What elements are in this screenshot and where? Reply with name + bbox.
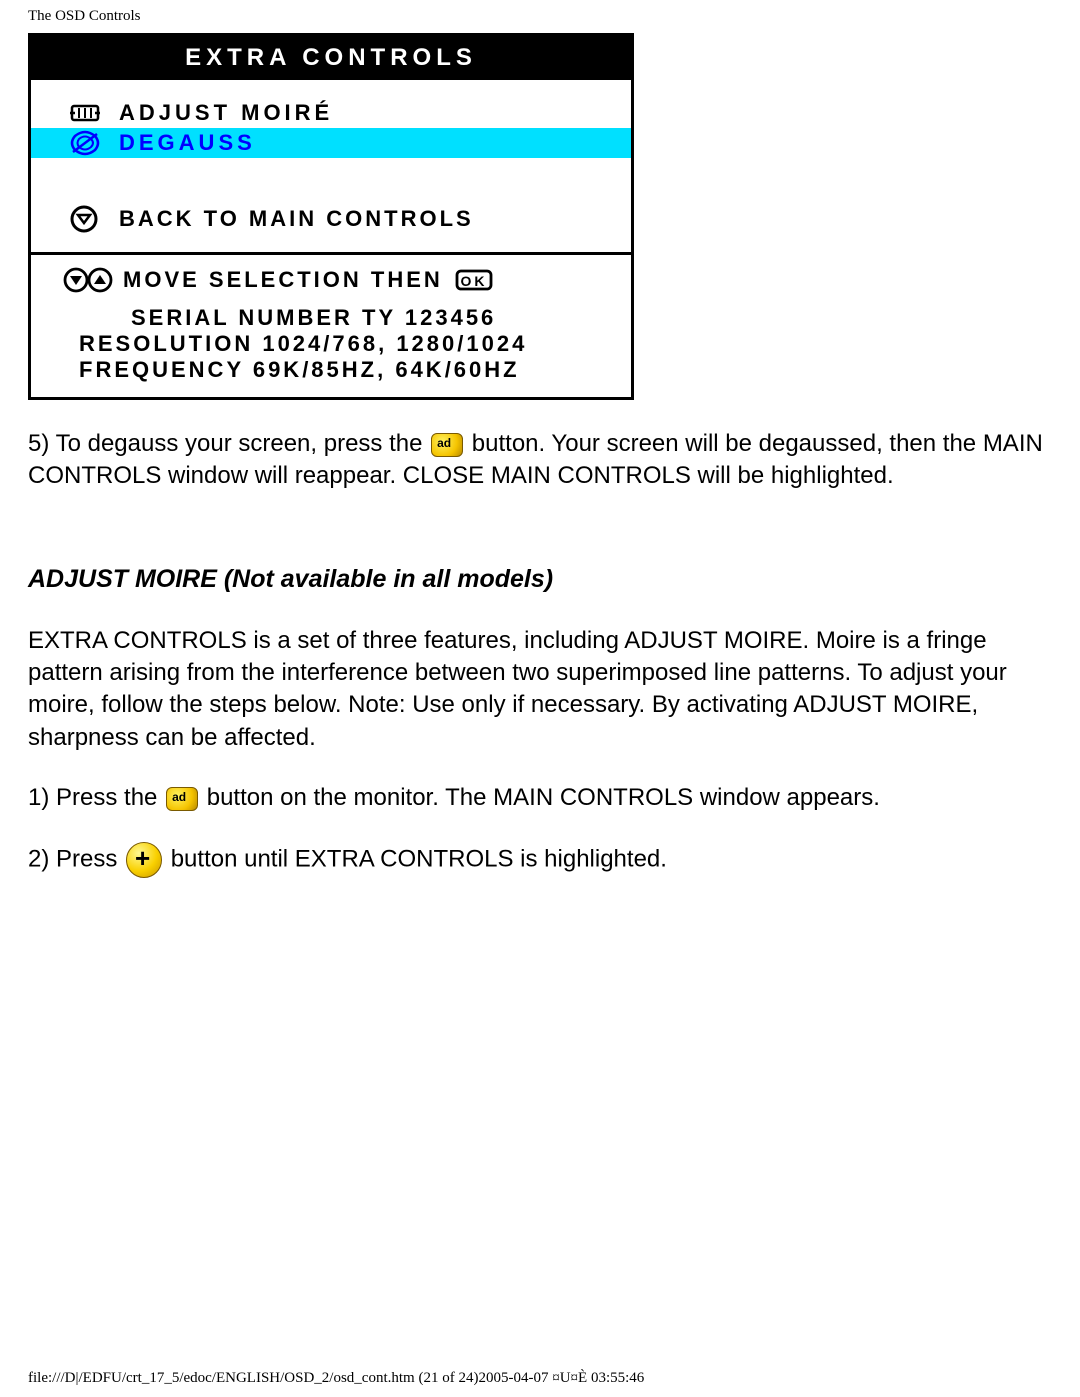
body-text: 5) To degauss your screen, press the but… — [0, 428, 1080, 878]
back-icon — [69, 204, 119, 234]
resolution-line: RESOLUTION 1024/768, 1280/1024 — [31, 331, 631, 357]
step1-text-b: button on the monitor. The MAIN CONTROLS… — [207, 784, 880, 811]
step2-text-a: 2) Press — [28, 846, 124, 873]
osd-panel: EXTRA CONTROLS ADJUST MOIRÉ — [28, 33, 634, 400]
page-header: The OSD Controls — [0, 0, 1080, 33]
step-2: 2) Press button until EXTRA CONTROLS is … — [28, 842, 1052, 878]
step-1: 1) Press the button on the monitor. The … — [28, 782, 1052, 814]
osd-nav-section: MOVE SELECTION THEN OK SERIAL NUMBER TY … — [31, 255, 631, 397]
serial-line: SERIAL NUMBER TY 123456 — [31, 305, 631, 331]
footer-path: file:///D|/EDFU/crt_17_5/edoc/ENGLISH/OS… — [0, 1370, 644, 1387]
menu-item-label: DEGAUSS — [119, 130, 256, 156]
menu-item-degauss[interactable]: DEGAUSS — [31, 128, 631, 158]
intro-para: EXTRA CONTROLS is a set of three feature… — [28, 625, 1052, 755]
step-5: 5) To degauss your screen, press the but… — [28, 428, 1052, 493]
info-block: SERIAL NUMBER TY 123456 RESOLUTION 1024/… — [31, 293, 631, 397]
menu-item-adjust-moire[interactable]: ADJUST MOIRÉ — [31, 98, 631, 128]
osd-title: EXTRA CONTROLS — [31, 36, 631, 80]
ok-button-icon — [431, 433, 463, 457]
step5-text-a: 5) To degauss your screen, press the — [28, 430, 429, 457]
frequency-line: FREQUENCY 69K/85HZ, 64K/60HZ — [31, 357, 631, 383]
moire-icon — [69, 101, 119, 125]
plus-button-icon — [126, 842, 162, 878]
menu-item-back[interactable]: BACK TO MAIN CONTROLS — [31, 176, 631, 252]
adjust-moire-heading: ADJUST MOIRE (Not available in all model… — [28, 563, 1052, 597]
nav-instruction: MOVE SELECTION THEN OK — [31, 255, 631, 293]
step1-text-a: 1) Press the — [28, 784, 164, 811]
osd-menu-section: ADJUST MOIRÉ DEGAUSS B — [31, 80, 631, 255]
menu-item-label: ADJUST MOIRÉ — [119, 100, 333, 126]
ok-button-icon — [166, 787, 198, 811]
nav-down-icon — [63, 267, 89, 293]
nav-ok-icon: OK — [455, 267, 493, 293]
nav-up-icon — [87, 267, 113, 293]
step2-text-b: button until EXTRA CONTROLS is highlight… — [171, 846, 667, 873]
svg-text:OK: OK — [460, 273, 487, 289]
degauss-icon — [69, 130, 119, 156]
nav-text: MOVE SELECTION THEN — [123, 267, 443, 293]
back-label: BACK TO MAIN CONTROLS — [119, 206, 474, 232]
